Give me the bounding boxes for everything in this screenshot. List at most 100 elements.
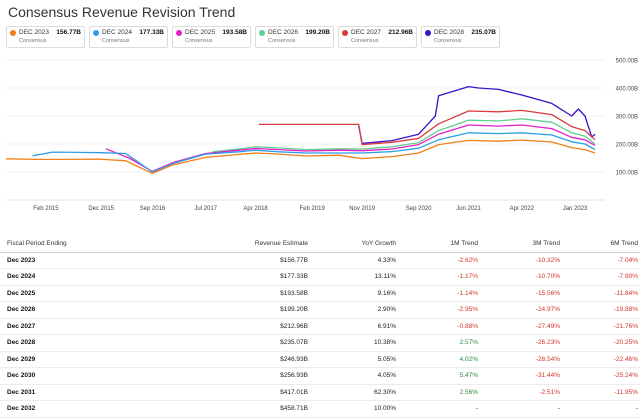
table-row: Dec 2029 $246.93B 5.05% 4.02% -28.54% -22.46% (0, 352, 640, 368)
cell-3m-trend: -24.97% (535, 306, 560, 314)
table-header: Fiscal Period Ending Revenue Estimate Yo… (0, 236, 640, 253)
legend-value: 193.58B (222, 29, 247, 36)
cell-yoy: 2.90% (377, 306, 396, 314)
legend-card[interactable]: DEC 2025 193.58B Consensus (172, 26, 251, 48)
legend-card[interactable]: DEC 2027 212.96B Consensus (338, 26, 417, 48)
legend-sub: Consensus (185, 38, 213, 44)
legend-dot-icon (342, 29, 348, 36)
legend-name: DEC 2028 (434, 29, 464, 36)
cell-yoy: 6.91% (377, 322, 396, 330)
table-row: Dec 2030 $256.93B 4.05% 5.47% -31.44% -25.24% (0, 368, 640, 385)
cell-period: Dec 2026 (7, 306, 36, 314)
table-row: Dec 2024 $177.33B 13.11% -1.17% -10.70% -7.90… (0, 269, 640, 286)
legend-value: 199.20B (305, 29, 330, 36)
cell-3m-trend: -2.51% (539, 388, 560, 396)
legend-name: DEC 2024 (102, 29, 132, 36)
table-row: Dec 2027 $212.96B 6.91% -0.88% -27.49% -21.76… (0, 319, 640, 335)
table-row: Dec 2023 $156.77B 4.33% -2.62% -10.32% -7.04% (0, 253, 640, 269)
cell-6m-trend: -7.90% (617, 273, 638, 281)
cell-yoy: 10.00% (373, 405, 396, 413)
revision-trend-chart: 100.00B 200.00B 300.00B 400.00B 500.00B Feb 2… (5, 59, 638, 212)
cell-yoy: 9.16% (377, 289, 396, 297)
legend-dot-icon (176, 29, 182, 36)
cell-3m-trend: -27.49% (535, 322, 560, 330)
legend-dot-icon (10, 29, 16, 36)
legend-card[interactable]: DEC 2026 199.20B Consensus (255, 26, 334, 48)
cell-estimate: $458.71B (280, 405, 308, 413)
cell-estimate: $235.07B (280, 339, 308, 347)
cell-estimate: $193.58B (280, 289, 308, 297)
cell-1m-trend: -2.95% (457, 306, 478, 314)
legend-name: DEC 2027 (351, 29, 381, 36)
cell-period: Dec 2029 (7, 355, 36, 363)
cell-1m-trend: -1.14% (457, 289, 478, 297)
cell-yoy: 13.11% (374, 273, 396, 281)
legend-card[interactable]: DEC 2024 177.33B Consensus (89, 26, 168, 48)
cell-yoy: 62.30% (373, 388, 396, 396)
legend-sub: Consensus (19, 38, 47, 44)
cell-1m-trend: -0.88% (457, 322, 478, 330)
table-row: Dec 2031 $417.01B 62.30% 2.56% -2.51% -11.95% (0, 385, 640, 401)
x-tick-label: Jan 2023 (563, 206, 588, 212)
cell-1m-trend: -2.62% (457, 256, 478, 264)
legend-name: DEC 2026 (268, 29, 298, 36)
cell-1m-trend: 2.57% (459, 339, 478, 347)
cell-6m-trend: -25.24% (613, 372, 638, 380)
cell-1m-trend: -1.17% (457, 273, 478, 281)
cell-yoy: 5.05% (377, 355, 396, 363)
legend-name: DEC 2025 (185, 29, 215, 36)
x-tick-label: Sep 2020 (406, 206, 432, 212)
table-row: Dec 2028 $235.07B 10.38% 2.57% -26.23% -20.25… (0, 335, 640, 352)
x-tick-label: Apr 2022 (510, 206, 535, 212)
cell-estimate: $199.20B (280, 306, 308, 314)
legend-name: DEC 2023 (19, 29, 49, 36)
y-tick-label: 400.00B (616, 87, 638, 93)
legend-sub: Consensus (351, 38, 379, 44)
cell-1m-trend: 4.02% (459, 355, 478, 363)
cell-1m-trend: 5.47% (459, 372, 478, 380)
cell-period: Dec 2030 (7, 372, 36, 380)
legend-sub: Consensus (268, 38, 296, 44)
col-header-3m: 3M Trend (532, 240, 560, 248)
cell-3m-trend: -31.44% (535, 372, 560, 380)
series-line (105, 124, 596, 173)
cell-6m-trend: -19.88% (613, 306, 638, 314)
y-tick-label: 500.00B (616, 59, 638, 65)
series-line (258, 109, 596, 146)
legend-dot-icon (259, 29, 265, 36)
cell-estimate: $177.33B (280, 273, 308, 281)
legend-sub: Consensus (434, 38, 462, 44)
cell-3m-trend: -28.54% (535, 355, 560, 363)
legend-card[interactable]: DEC 2028 235.07B Consensus (421, 26, 500, 48)
cell-6m-trend: - (635, 405, 638, 413)
x-tick-label: Feb 2019 (299, 206, 325, 212)
col-header-estimate: Revenue Estimate (254, 240, 308, 248)
col-header-period: Fiscal Period Ending (7, 240, 67, 248)
table-row: Dec 2026 $199.20B 2.90% -2.95% -24.97% -19.88… (0, 302, 640, 319)
cell-period: Dec 2028 (7, 339, 36, 347)
cell-yoy: 10.38% (373, 339, 396, 347)
cell-estimate: $256.93B (280, 372, 308, 380)
estimates-table: Fiscal Period Ending Revenue Estimate Yo… (0, 236, 640, 418)
legend-card[interactable]: DEC 2023 156.77B Consensus (6, 26, 85, 48)
y-tick-label: 200.00B (616, 143, 638, 149)
x-tick-label: Apr 2018 (243, 206, 268, 212)
legend-value: 235.07B (471, 29, 496, 36)
cell-estimate: $156.77B (280, 256, 308, 264)
cell-period: Dec 2031 (7, 388, 36, 396)
cell-period: Dec 2024 (7, 273, 36, 281)
cell-estimate: $417.01B (280, 388, 308, 396)
cell-estimate: $212.96B (280, 322, 308, 330)
legend: DEC 2023 156.77B Consensus DEC 2024 177.33B C… (6, 26, 500, 48)
cell-period: Dec 2027 (7, 322, 36, 330)
cell-6m-trend: -11.84% (614, 289, 638, 297)
cell-6m-trend: -7.04% (617, 256, 638, 264)
cell-6m-trend: -20.25% (613, 339, 638, 347)
legend-value: 156.77B (56, 29, 81, 36)
cell-6m-trend: -22.46% (613, 355, 638, 363)
cell-3m-trend: -10.32% (535, 256, 560, 264)
cell-period: Dec 2025 (7, 289, 36, 297)
x-tick-label: Nov 2019 (349, 206, 375, 212)
cell-estimate: $246.93B (280, 355, 308, 363)
x-tick-label: Jun 2021 (456, 206, 481, 212)
